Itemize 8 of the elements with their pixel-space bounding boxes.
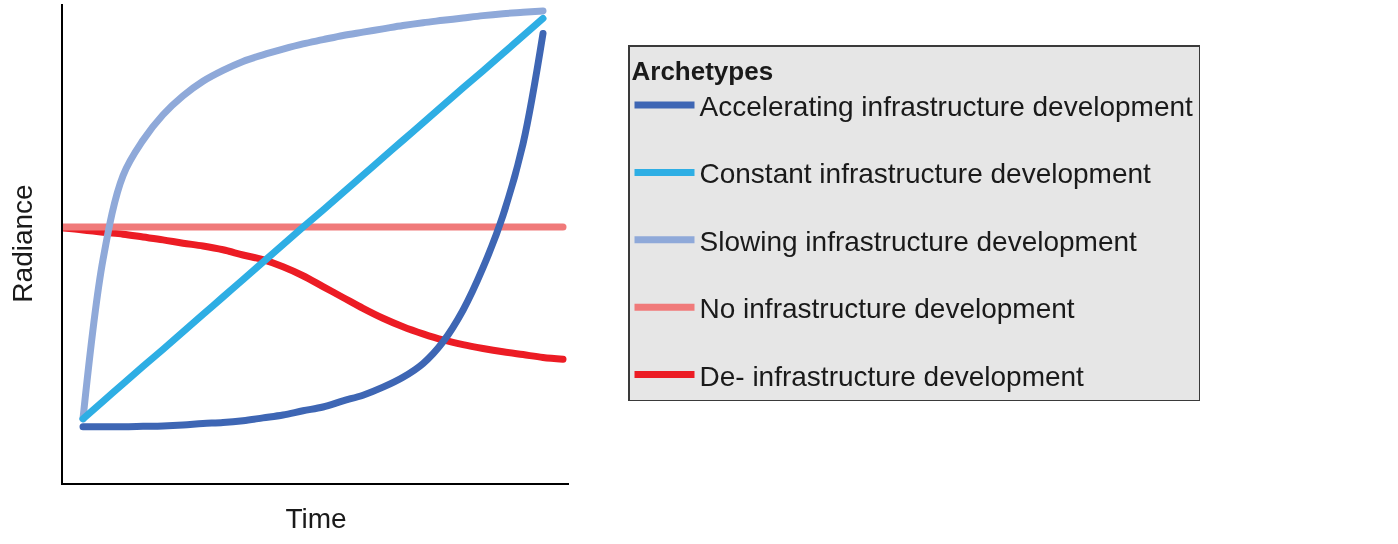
legend-label: Slowing infrastructure development [699,225,1138,257]
legend-label: Constant infrastructure development [699,158,1152,190]
legend-label: No infrastructure development [699,293,1075,325]
legend-label: Accelerating infrastructure development [699,90,1194,122]
x-axis-title: Time [285,502,347,534]
legend-title: Archetypes [631,56,774,87]
y-axis-title: Radiance [7,184,39,303]
legend-label: De- infrastructure development [699,360,1085,392]
